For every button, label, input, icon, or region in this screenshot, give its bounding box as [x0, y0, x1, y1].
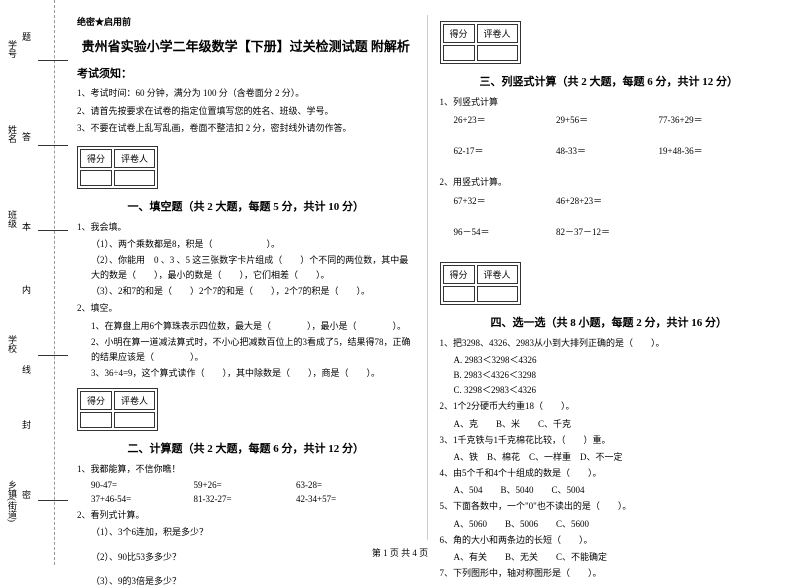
calc: 42-34+57=	[296, 494, 396, 504]
bind-lbl: 内	[20, 285, 33, 294]
q3-head: 1、我都能算，不信你瞧！	[77, 462, 415, 476]
page-footer: 第 1 页 共 4 页	[0, 546, 800, 559]
exam-page: 学号 题 姓名 答 班级 本 内 学校 线 封 乡镇(街道) 密 绝密★启用前 …	[0, 0, 800, 565]
calc: 37+46-54=	[91, 494, 191, 504]
calc: 96－54＝	[454, 225, 554, 238]
content-area: 绝密★启用前 贵州省实验小学二年级数学【下册】过关检测试题 附解析 考试须知： …	[55, 0, 800, 565]
bind-lbl: 题	[20, 32, 33, 41]
q1-sub: （1）、两个乘数都是8，积是（ ）。	[91, 237, 415, 251]
q4-head: 2、看列式计算。	[77, 508, 415, 522]
q13-head: 7、下列图形中，轴对称图形是（ ）。	[440, 566, 779, 580]
field-name: 姓名	[6, 125, 19, 143]
field-line	[38, 230, 68, 231]
calc: 29+56＝	[556, 113, 656, 126]
exam-title: 贵州省实验小学二年级数学【下册】过关检测试题 附解析	[77, 36, 415, 55]
bind-lbl: 密	[20, 490, 33, 499]
score-box: 得分 评卷人	[77, 388, 158, 431]
vert-row: 62-17＝ 48-33＝ 19+48-36＝	[454, 144, 779, 157]
q9-head: 3、1千克铁与1千克棉花比较，（ ）重。	[440, 433, 779, 447]
field-town: 乡镇(街道)	[6, 480, 19, 522]
notice-item: 3、不要在试卷上乱写乱画，卷面不整洁扣 2 分，密封线外请勿作答。	[77, 122, 415, 136]
q11-opts: A、5060 B、5006 C、5600	[454, 517, 779, 530]
binding-column: 学号 题 姓名 答 班级 本 内 学校 线 封 乡镇(街道) 密	[0, 0, 55, 565]
q2-sub: 3、36÷4=9，这个算式读作（ ），其中除数是（ ），商是（ ）。	[91, 366, 415, 380]
calc: 59+26=	[194, 480, 294, 490]
field-line	[38, 60, 68, 61]
calc-row: 37+46-54= 81-32-27= 42-34+57=	[91, 494, 415, 505]
score-box: 得分 评卷人	[77, 146, 158, 189]
q7-opt: B. 2983＜4326＜3298	[454, 368, 779, 381]
q7-head: 1、把3298、4326、2983从小到大排列正确的是（ ）。	[440, 336, 779, 350]
right-column: 得分 评卷人 三、列竖式计算（共 2 大题，每题 6 分，共计 12 分） 1、…	[428, 15, 791, 540]
calc: 77-36+29＝	[659, 113, 759, 126]
q11-head: 5、下面各数中，一个"0"也不读出的是（ ）。	[440, 499, 779, 513]
secret-mark: 绝密★启用前	[77, 15, 415, 28]
score-box: 得分 评卷人	[440, 21, 521, 64]
notice-heading: 考试须知：	[77, 65, 415, 81]
field-class: 班级	[6, 210, 19, 228]
notice-item: 1、考试时间：60 分钟，满分为 100 分（含卷面分 2 分）。	[77, 87, 415, 101]
section-2-title: 二、计算题（共 2 大题，每题 6 分，共计 12 分）	[77, 440, 415, 456]
bind-lbl: 答	[20, 132, 33, 141]
q8-opts: A、克 B、米 C、千克	[454, 417, 779, 430]
q12-head: 6、角的大小和两条边的长短（ ）。	[440, 533, 779, 547]
vert-row: 96－54＝ 82－37－12＝	[454, 225, 779, 238]
score-cell: 评卷人	[477, 265, 518, 284]
score-cell: 评卷人	[114, 149, 155, 168]
q2-sub: 1、在算盘上用6个算珠表示四位数，最大是（ ），最小是（ ）。	[91, 319, 415, 333]
score-cell: 得分	[443, 265, 475, 284]
q2-sub: 2、小明在算一道减法算式时，不小心把减数百位上的3看成了5，结果得78，正确的结…	[91, 335, 415, 364]
calc: 62-17＝	[454, 144, 554, 157]
calc: 67+32＝	[454, 194, 554, 207]
score-cell: 得分	[443, 24, 475, 43]
q7-opt: C. 3298＜2983＜4326	[454, 383, 779, 396]
bind-lbl: 线	[20, 365, 33, 374]
score-cell: 评卷人	[477, 24, 518, 43]
score-box: 得分 评卷人	[440, 262, 521, 305]
calc: 63-28=	[296, 480, 396, 490]
vert-row: 67+32＝ 46+28+23＝	[454, 194, 779, 207]
calc: 26+23＝	[454, 113, 554, 126]
q9-opts: A、铁 B、棉花 C、一样重 D、不一定	[454, 450, 779, 463]
q10-head: 4、由5个千和4个十组成的数是（ ）。	[440, 466, 779, 480]
q10-opts: A、504 B、5040 C、5004	[454, 483, 779, 496]
calc: 81-32-27=	[194, 494, 294, 504]
q1-sub: （2）、你能用 0 、3 、5 这三张数字卡片组成（ ）个不同的两位数，其中最大…	[91, 253, 415, 282]
left-column: 绝密★启用前 贵州省实验小学二年级数学【下册】过关检测试题 附解析 考试须知： …	[65, 15, 428, 540]
field-line	[38, 145, 68, 146]
field-line	[38, 500, 68, 501]
calc: 48-33＝	[556, 144, 656, 157]
q1-head: 1、我会填。	[77, 220, 415, 234]
calc: 82－37－12＝	[556, 225, 706, 238]
q6-head: 2、用竖式计算。	[440, 175, 779, 189]
vert-row: 26+23＝ 29+56＝ 77-36+29＝	[454, 113, 779, 126]
notice-item: 2、请首先按要求在试卷的指定位置填写您的姓名、班级、学号。	[77, 105, 415, 119]
q4-sub: （3）、9的3倍是多少？	[91, 574, 415, 588]
q5-head: 1、列竖式计算	[440, 95, 779, 109]
score-cell: 得分	[80, 391, 112, 410]
calc: 46+28+23＝	[556, 194, 706, 207]
q2-head: 2、填空。	[77, 301, 415, 315]
field-school: 学校	[6, 335, 19, 353]
section-3-title: 三、列竖式计算（共 2 大题，每题 6 分，共计 12 分）	[440, 73, 779, 89]
calc-row: 90-47= 59+26= 63-28=	[91, 480, 415, 491]
q4-sub: （1）、3个6连加，积是多少？	[91, 525, 415, 539]
field-id: 学号	[6, 40, 19, 58]
section-4-title: 四、选一选（共 8 小题，每题 2 分，共计 16 分）	[440, 314, 779, 330]
score-cell: 得分	[80, 149, 112, 168]
bind-lbl: 封	[20, 420, 33, 429]
q7-opt: A. 2983＜3298＜4326	[454, 353, 779, 366]
field-line	[38, 355, 68, 356]
calc: 19+48-36＝	[659, 144, 759, 157]
calc: 90-47=	[91, 480, 191, 490]
q8-head: 2、1个2分硬币大约重18（ ）。	[440, 399, 779, 413]
bind-lbl: 本	[20, 222, 33, 231]
section-1-title: 一、填空题（共 2 大题，每题 5 分，共计 10 分）	[77, 198, 415, 214]
q1-sub: （3）、2和7的和是（ ）2个7的和是（ ），2个7的积是（ ）。	[91, 284, 415, 298]
score-cell: 评卷人	[114, 391, 155, 410]
